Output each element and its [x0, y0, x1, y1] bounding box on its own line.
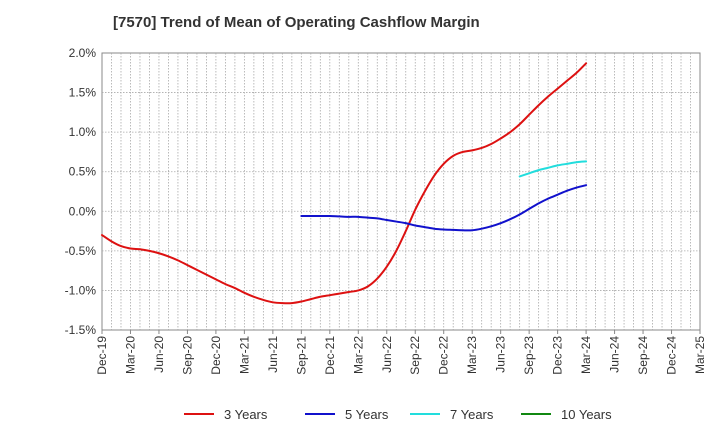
- x-tick-label: Jun-21: [266, 336, 280, 373]
- y-tick-label: 0.0%: [69, 204, 97, 218]
- x-tick-label: Sep-22: [408, 336, 422, 375]
- x-tick-label: Mar-21: [237, 336, 251, 374]
- x-tick-label: Jun-23: [494, 336, 508, 373]
- x-tick-label: Mar-20: [123, 336, 137, 374]
- legend-label: 10 Years: [561, 407, 612, 422]
- grid: [102, 53, 700, 330]
- legend-item-10-years: 10 Years: [521, 407, 612, 422]
- x-tick-label: Sep-23: [522, 336, 536, 375]
- x-tick-label: Sep-21: [294, 336, 308, 375]
- y-tick-label: 0.5%: [69, 165, 97, 179]
- x-tick-label: Dec-22: [437, 336, 451, 375]
- series-line-7-years: [518, 160, 588, 178]
- legend-item-3-years: 3 Years: [184, 407, 268, 422]
- x-tick-label: Dec-20: [209, 336, 223, 375]
- legend-label: 5 Years: [345, 407, 389, 422]
- x-tick-label: Dec-21: [323, 336, 337, 375]
- x-tick-label: Jun-22: [380, 336, 394, 373]
- y-axis-ticks: 2.0% 1.5% 1.0% 0.5% 0.0% -0.5% -1.0% -1.5%: [65, 46, 97, 337]
- series-line-5-years: [300, 184, 588, 232]
- x-tick-label: Mar-22: [351, 336, 365, 374]
- x-tick-label: Dec-24: [665, 336, 679, 375]
- x-axis-ticks: Dec-19 Mar-20 Jun-20 Sep-20 Dec-20 Mar-21 Jun-…: [95, 330, 707, 375]
- x-tick-label: Dec-19: [95, 336, 109, 375]
- x-tick-label: Mar-25: [693, 336, 707, 374]
- y-tick-label: 2.0%: [69, 46, 97, 60]
- legend: 3 Years 5 Years 7 Years 10 Years: [184, 407, 612, 422]
- legend-item-7-years: 7 Years: [410, 407, 494, 422]
- series-line-3-years: [101, 62, 588, 305]
- x-tick-label: Jun-20: [152, 336, 166, 373]
- legend-item-5-years: 5 Years: [305, 407, 389, 422]
- x-tick-label: Mar-24: [579, 336, 593, 374]
- x-tick-label: Jun-24: [608, 336, 622, 373]
- plot-area: [101, 52, 701, 331]
- legend-label: 7 Years: [450, 407, 494, 422]
- y-tick-label: -0.5%: [65, 244, 97, 258]
- series-lines: [101, 62, 588, 305]
- x-tick-label: Sep-24: [636, 336, 650, 375]
- y-tick-label: 1.5%: [69, 86, 97, 100]
- y-tick-label: -1.5%: [65, 323, 97, 337]
- chart-title: [7570] Trend of Mean of Operating Cashfl…: [113, 14, 480, 31]
- y-tick-label: 1.0%: [69, 125, 97, 139]
- legend-label: 3 Years: [224, 407, 268, 422]
- x-tick-label: Sep-20: [180, 336, 194, 375]
- x-tick-label: Dec-23: [551, 336, 565, 375]
- x-tick-label: Mar-23: [465, 336, 479, 374]
- y-tick-label: -1.0%: [65, 283, 97, 297]
